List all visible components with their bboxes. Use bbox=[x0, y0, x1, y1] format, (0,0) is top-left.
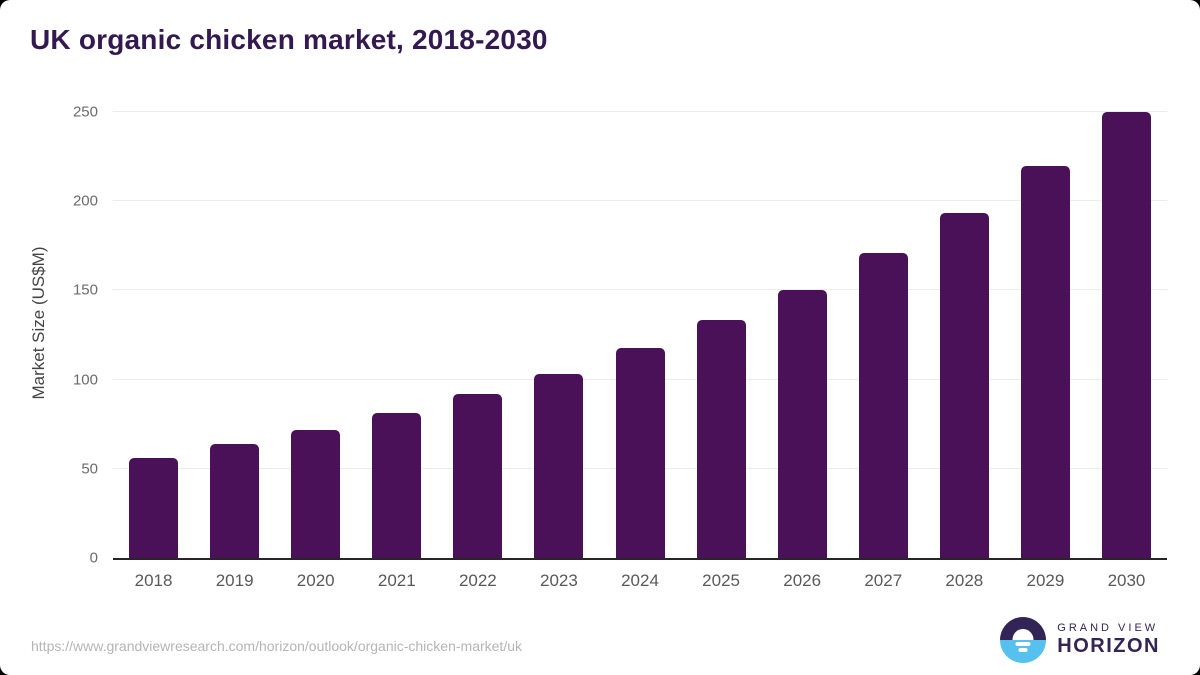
x-tick-2018: 2018 bbox=[134, 571, 173, 590]
bar-2025 bbox=[696, 320, 746, 558]
sun-reflection-dash bbox=[1018, 648, 1028, 652]
y-tick-0: 0 bbox=[89, 549, 98, 567]
bar-slot-2022: 2022 bbox=[437, 112, 518, 590]
y-tick-150: 150 bbox=[72, 281, 98, 299]
x-tick-2030: 2030 bbox=[1107, 571, 1146, 590]
chart-title: UK organic chicken market, 2018-2030 bbox=[30, 24, 548, 55]
y-tick-100: 100 bbox=[72, 371, 98, 389]
bar-2029 bbox=[1020, 166, 1070, 558]
bar-2022 bbox=[453, 393, 503, 558]
bar-slot-2025: 2025 bbox=[681, 112, 762, 590]
y-axis-tick-labels: 0 50 100 150 200 250 bbox=[43, 104, 98, 567]
x-tick-2021: 2021 bbox=[377, 571, 416, 590]
grand-view-horizon-logo: GRAND VIEW HORIZON bbox=[1000, 617, 1160, 663]
bar-slot-2027: 2027 bbox=[843, 112, 924, 590]
x-tick-2028: 2028 bbox=[945, 571, 984, 590]
bar-slot-2023: 2023 bbox=[518, 112, 599, 590]
bar-2028 bbox=[939, 213, 989, 558]
x-tick-2026: 2026 bbox=[783, 571, 822, 590]
logo-text-horizon: HORIZON bbox=[1057, 635, 1160, 657]
bar-slot-2021: 2021 bbox=[356, 112, 437, 590]
bar-2026 bbox=[777, 290, 827, 558]
sun-reflection-dash bbox=[1015, 642, 1031, 646]
bar-slot-2026: 2026 bbox=[762, 112, 843, 590]
x-tick-2025: 2025 bbox=[702, 571, 740, 590]
x-tick-2019: 2019 bbox=[215, 571, 254, 590]
bar-2019 bbox=[210, 443, 260, 558]
x-tick-2027: 2027 bbox=[864, 571, 903, 590]
bar-2023 bbox=[534, 373, 584, 558]
bar-slot-2029: 2029 bbox=[1005, 112, 1086, 590]
bar-2027 bbox=[858, 253, 908, 558]
bar-slot-2020: 2020 bbox=[275, 112, 356, 590]
bar-2018 bbox=[129, 458, 179, 558]
bar-slot-2028: 2028 bbox=[924, 112, 1005, 590]
bar-series: 2018 2019 2020 2021 2022 2023 2024 2025 2026 2027… bbox=[113, 112, 1167, 590]
gridline-200 bbox=[113, 200, 1167, 202]
bar-slot-2018: 2018 bbox=[113, 112, 194, 590]
x-tick-2024: 2024 bbox=[621, 571, 659, 590]
plot-area: 2018 2019 2020 2021 2022 2023 2024 2025 2026 2027… bbox=[113, 111, 1167, 590]
source-url: https://www.grandviewresearch.com/horizo… bbox=[31, 638, 522, 654]
x-tick-2023: 2023 bbox=[540, 571, 578, 590]
logo-text: GRAND VIEW HORIZON bbox=[1057, 622, 1160, 658]
bar-2020 bbox=[291, 429, 341, 558]
bar-slot-2019: 2019 bbox=[194, 112, 275, 590]
bar-slot-2024: 2024 bbox=[599, 112, 680, 590]
bar-2021 bbox=[372, 412, 422, 558]
horizon-sunrise-icon bbox=[1000, 617, 1047, 663]
bar-2030 bbox=[1101, 112, 1151, 558]
sun-dome-shape bbox=[1012, 629, 1034, 640]
bar-2024 bbox=[615, 348, 665, 558]
logo-text-grand-view: GRAND VIEW bbox=[1057, 622, 1159, 634]
x-tick-2022: 2022 bbox=[458, 571, 497, 590]
x-tick-2029: 2029 bbox=[1026, 571, 1065, 590]
gridline-250 bbox=[113, 111, 1167, 112]
gridline-150 bbox=[113, 289, 1167, 291]
bar-slot-2030: 2030 bbox=[1086, 112, 1167, 590]
y-tick-200: 200 bbox=[72, 192, 98, 210]
x-tick-2020: 2020 bbox=[296, 571, 335, 590]
y-tick-250: 250 bbox=[72, 103, 98, 121]
y-tick-50: 50 bbox=[81, 460, 98, 478]
